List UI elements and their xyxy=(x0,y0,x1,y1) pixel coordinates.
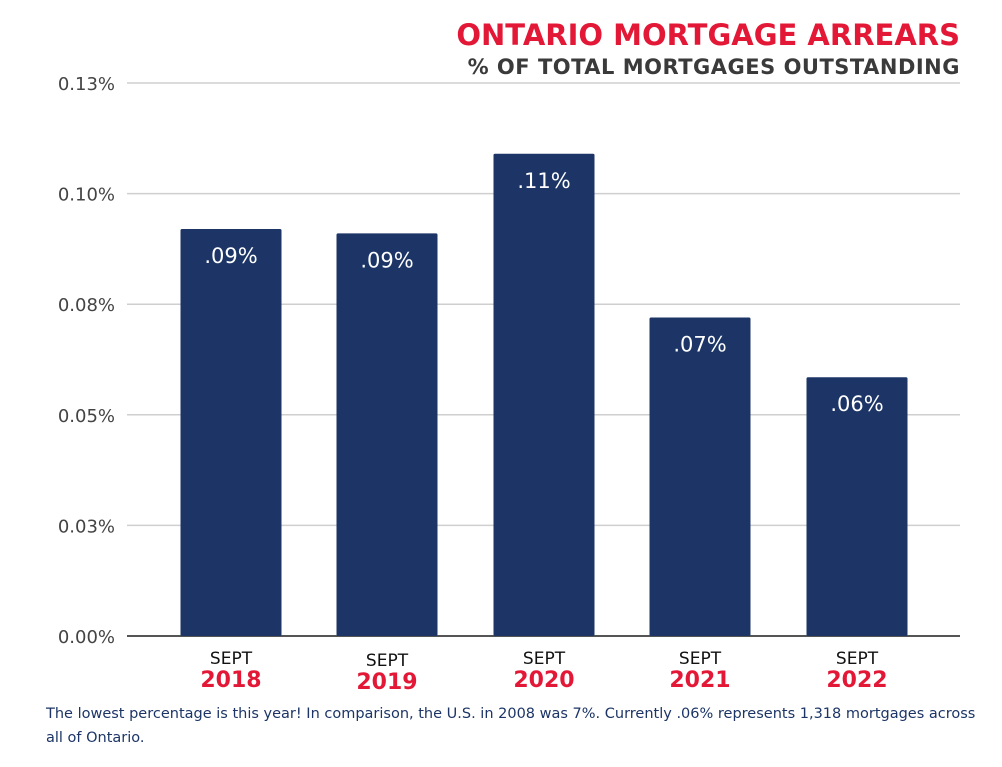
bar-value-label: .09% xyxy=(360,248,413,272)
bar-value-label: .11% xyxy=(517,169,570,193)
y-tick-label: 0.05% xyxy=(58,406,115,427)
chart-subtitle: % OF TOTAL MORTGAGES OUTSTANDING xyxy=(467,55,960,79)
y-tick-label: 0.00% xyxy=(58,627,115,648)
bar-chart: 0.00%0.03%0.05%0.08%0.10%0.13%.09%SEPT20… xyxy=(58,74,960,695)
x-tick-year: 2020 xyxy=(513,668,574,693)
bar-value-label: .07% xyxy=(673,332,726,356)
x-tick-month: SEPT xyxy=(523,649,566,669)
y-tick-label: 0.03% xyxy=(58,516,115,537)
bar xyxy=(649,317,751,636)
bar xyxy=(493,153,595,636)
bar-value-label: .09% xyxy=(204,244,257,268)
footnote: The lowest percentage is this year! In c… xyxy=(46,706,976,746)
x-tick-month: SEPT xyxy=(679,649,722,669)
x-tick-month: SEPT xyxy=(210,649,253,669)
y-tick-label: 0.13% xyxy=(58,74,115,95)
x-tick-year: 2019 xyxy=(356,670,417,695)
bar xyxy=(806,377,908,636)
chart-title: ONTARIO MORTGAGE ARREARS xyxy=(456,18,960,52)
bar xyxy=(180,228,282,636)
bar xyxy=(336,233,438,636)
bar-value-label: .06% xyxy=(830,392,883,416)
y-tick-label: 0.08% xyxy=(58,295,115,316)
x-tick-year: 2018 xyxy=(200,668,261,693)
y-tick-label: 0.10% xyxy=(58,185,115,206)
x-tick-month: SEPT xyxy=(836,649,879,669)
x-tick-month: SEPT xyxy=(366,651,409,671)
x-tick-year: 2021 xyxy=(669,668,730,693)
x-tick-year: 2022 xyxy=(826,668,887,693)
